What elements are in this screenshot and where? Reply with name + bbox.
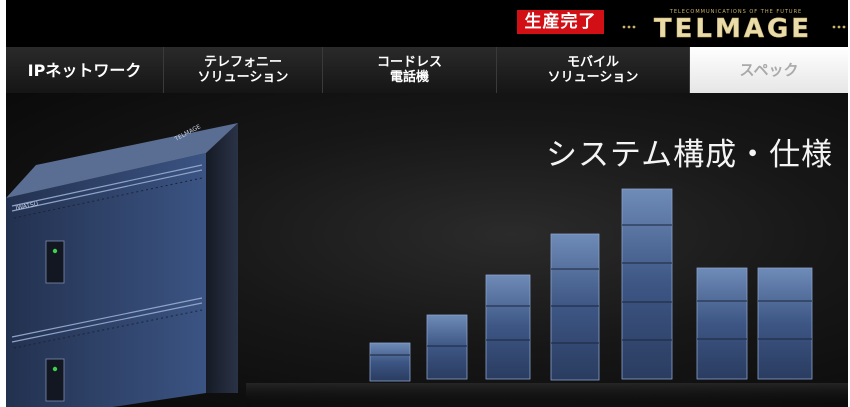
unit-stack-5	[621, 188, 673, 380]
nav-ip-network[interactable]: IPネットワーク	[6, 47, 164, 93]
logo-dots-left	[622, 25, 636, 29]
hero-title: システム構成・仕様	[546, 137, 834, 173]
nav-cordless-phone[interactable]: コードレス 電話機	[323, 47, 497, 93]
unit-stack-2	[426, 314, 468, 380]
unit-stack-1	[369, 342, 411, 382]
main-nav: IPネットワーク テレフォニー ソリューション コードレス 電話機 モバイル ソ…	[6, 47, 848, 93]
unit-stack-6	[696, 267, 748, 380]
unit-stack-4	[550, 233, 600, 381]
header-bar: 生産完了 TELECOMMUNICATIONS OF THE FUTURE TE…	[6, 0, 848, 47]
telmage-logo-graphic: TELECOMMUNICATIONS OF THE FUTURE TELMAGE	[622, 9, 846, 42]
large-rack-image: IWATSU TELMAGE	[6, 123, 238, 407]
hero-banner: IWATSU TELMAGE	[6, 93, 848, 407]
production-ended-badge: 生産完了	[517, 10, 604, 34]
hero-product-illustration: IWATSU TELMAGE	[6, 123, 848, 407]
unit-stack-7	[757, 267, 813, 380]
nav-spec[interactable]: スペック	[690, 47, 848, 93]
rack-brand-text: IWATSU	[15, 200, 39, 212]
nav-telephony-solution[interactable]: テレフォニー ソリューション	[164, 47, 323, 93]
logo-dots-right	[832, 25, 846, 29]
telmage-logo[interactable]: TELECOMMUNICATIONS OF THE FUTURE TELMAGE	[618, 6, 848, 42]
logo-wordmark: TELMAGE	[654, 14, 812, 42]
unit-stack-3	[485, 274, 531, 380]
logo-tagline: TELECOMMUNICATIONS OF THE FUTURE	[669, 9, 802, 15]
nav-mobile-solution[interactable]: モバイル ソリューション	[497, 47, 690, 93]
